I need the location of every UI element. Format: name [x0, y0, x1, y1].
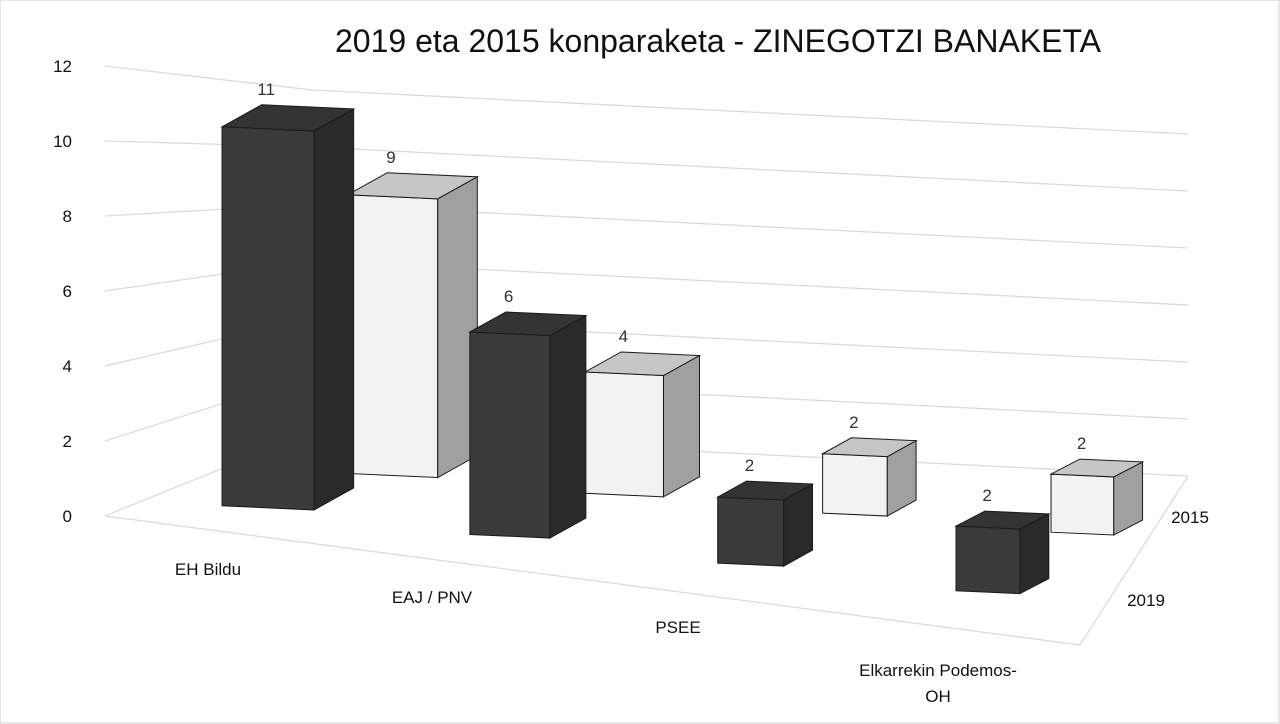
bar-front-face: [584, 371, 664, 498]
bar-front-face: [221, 126, 315, 511]
chart-title: 2019 eta 2015 konparaketa - ZINEGOTZI BA…: [335, 23, 1102, 59]
x-category-label: Elkarrekin Podemos- OH: [859, 661, 1017, 706]
bar-2015-1: [583, 351, 702, 498]
bar-top-face: [220, 104, 356, 132]
y-tick-label: 6: [63, 282, 72, 301]
bar-2019-2: [715, 480, 815, 567]
bar-2019-0: [220, 104, 356, 511]
floor-front-edge: [104, 515, 1081, 646]
bar-2015-2: [820, 437, 918, 517]
data-label: 2: [982, 486, 991, 505]
bar-top-face: [345, 172, 480, 200]
bar-top-face: [468, 311, 588, 337]
floor-right-edge: [1079, 475, 1189, 646]
bar-top-face: [954, 510, 1051, 530]
bar-front-face: [955, 525, 1021, 595]
y-tick-label: 0: [63, 507, 72, 526]
bar-top-face: [715, 480, 815, 501]
y-axis-ticks: 0 2 4 6 8 10 12: [53, 57, 72, 526]
data-label: 4: [619, 327, 628, 346]
y-tick-label: 10: [53, 132, 72, 151]
data-label: 11: [257, 80, 275, 99]
bar-side-face: [313, 108, 355, 511]
bar-top-face: [1049, 458, 1145, 478]
x-category-label-line: OH: [925, 687, 951, 706]
bar-2015-0: [345, 172, 480, 479]
bars: [220, 104, 1145, 595]
data-label: 9: [386, 148, 395, 167]
labels: 9 4 2 2 11 6 2 2 EH Bildu EAJ / PNV PSEE Elkarrekin…: [175, 80, 1209, 706]
bar-top-face: [583, 351, 702, 377]
bar-top-face: [820, 437, 918, 458]
series-axis-label: 2015: [1171, 508, 1209, 527]
x-category-label: PSEE: [655, 618, 700, 637]
y-tick-label: 4: [63, 357, 72, 376]
bar-front-face: [822, 453, 888, 517]
series-axis-label: 2019: [1127, 591, 1165, 610]
bar-2019-3: [954, 510, 1051, 595]
x-category-label-line: PSEE: [655, 618, 700, 637]
bar-front-face: [717, 496, 785, 567]
x-category-label-line: EAJ / PNV: [392, 588, 473, 607]
bar-side-face: [662, 354, 700, 498]
x-category-label: EAJ / PNV: [392, 588, 473, 607]
x-category-label-line: EH Bildu: [175, 560, 241, 579]
data-label: 2: [1077, 434, 1086, 453]
x-category-label: EH Bildu: [175, 560, 241, 579]
gridline: [104, 65, 1189, 135]
y-tick-label: 8: [63, 207, 72, 226]
y-tick-label: 2: [63, 432, 72, 451]
data-label: 6: [504, 287, 513, 306]
bar-front-face: [1050, 473, 1115, 536]
y-tick-label: 12: [53, 57, 72, 76]
bar-side-face: [549, 314, 587, 539]
data-label: 2: [745, 456, 754, 475]
bar-front-face: [347, 194, 439, 479]
bar-2015-3: [1049, 458, 1145, 536]
x-category-label-line: Elkarrekin Podemos-: [859, 661, 1017, 680]
data-label: 2: [849, 413, 858, 432]
bar-front-face: [469, 331, 551, 539]
bar-2019-1: [468, 311, 588, 539]
